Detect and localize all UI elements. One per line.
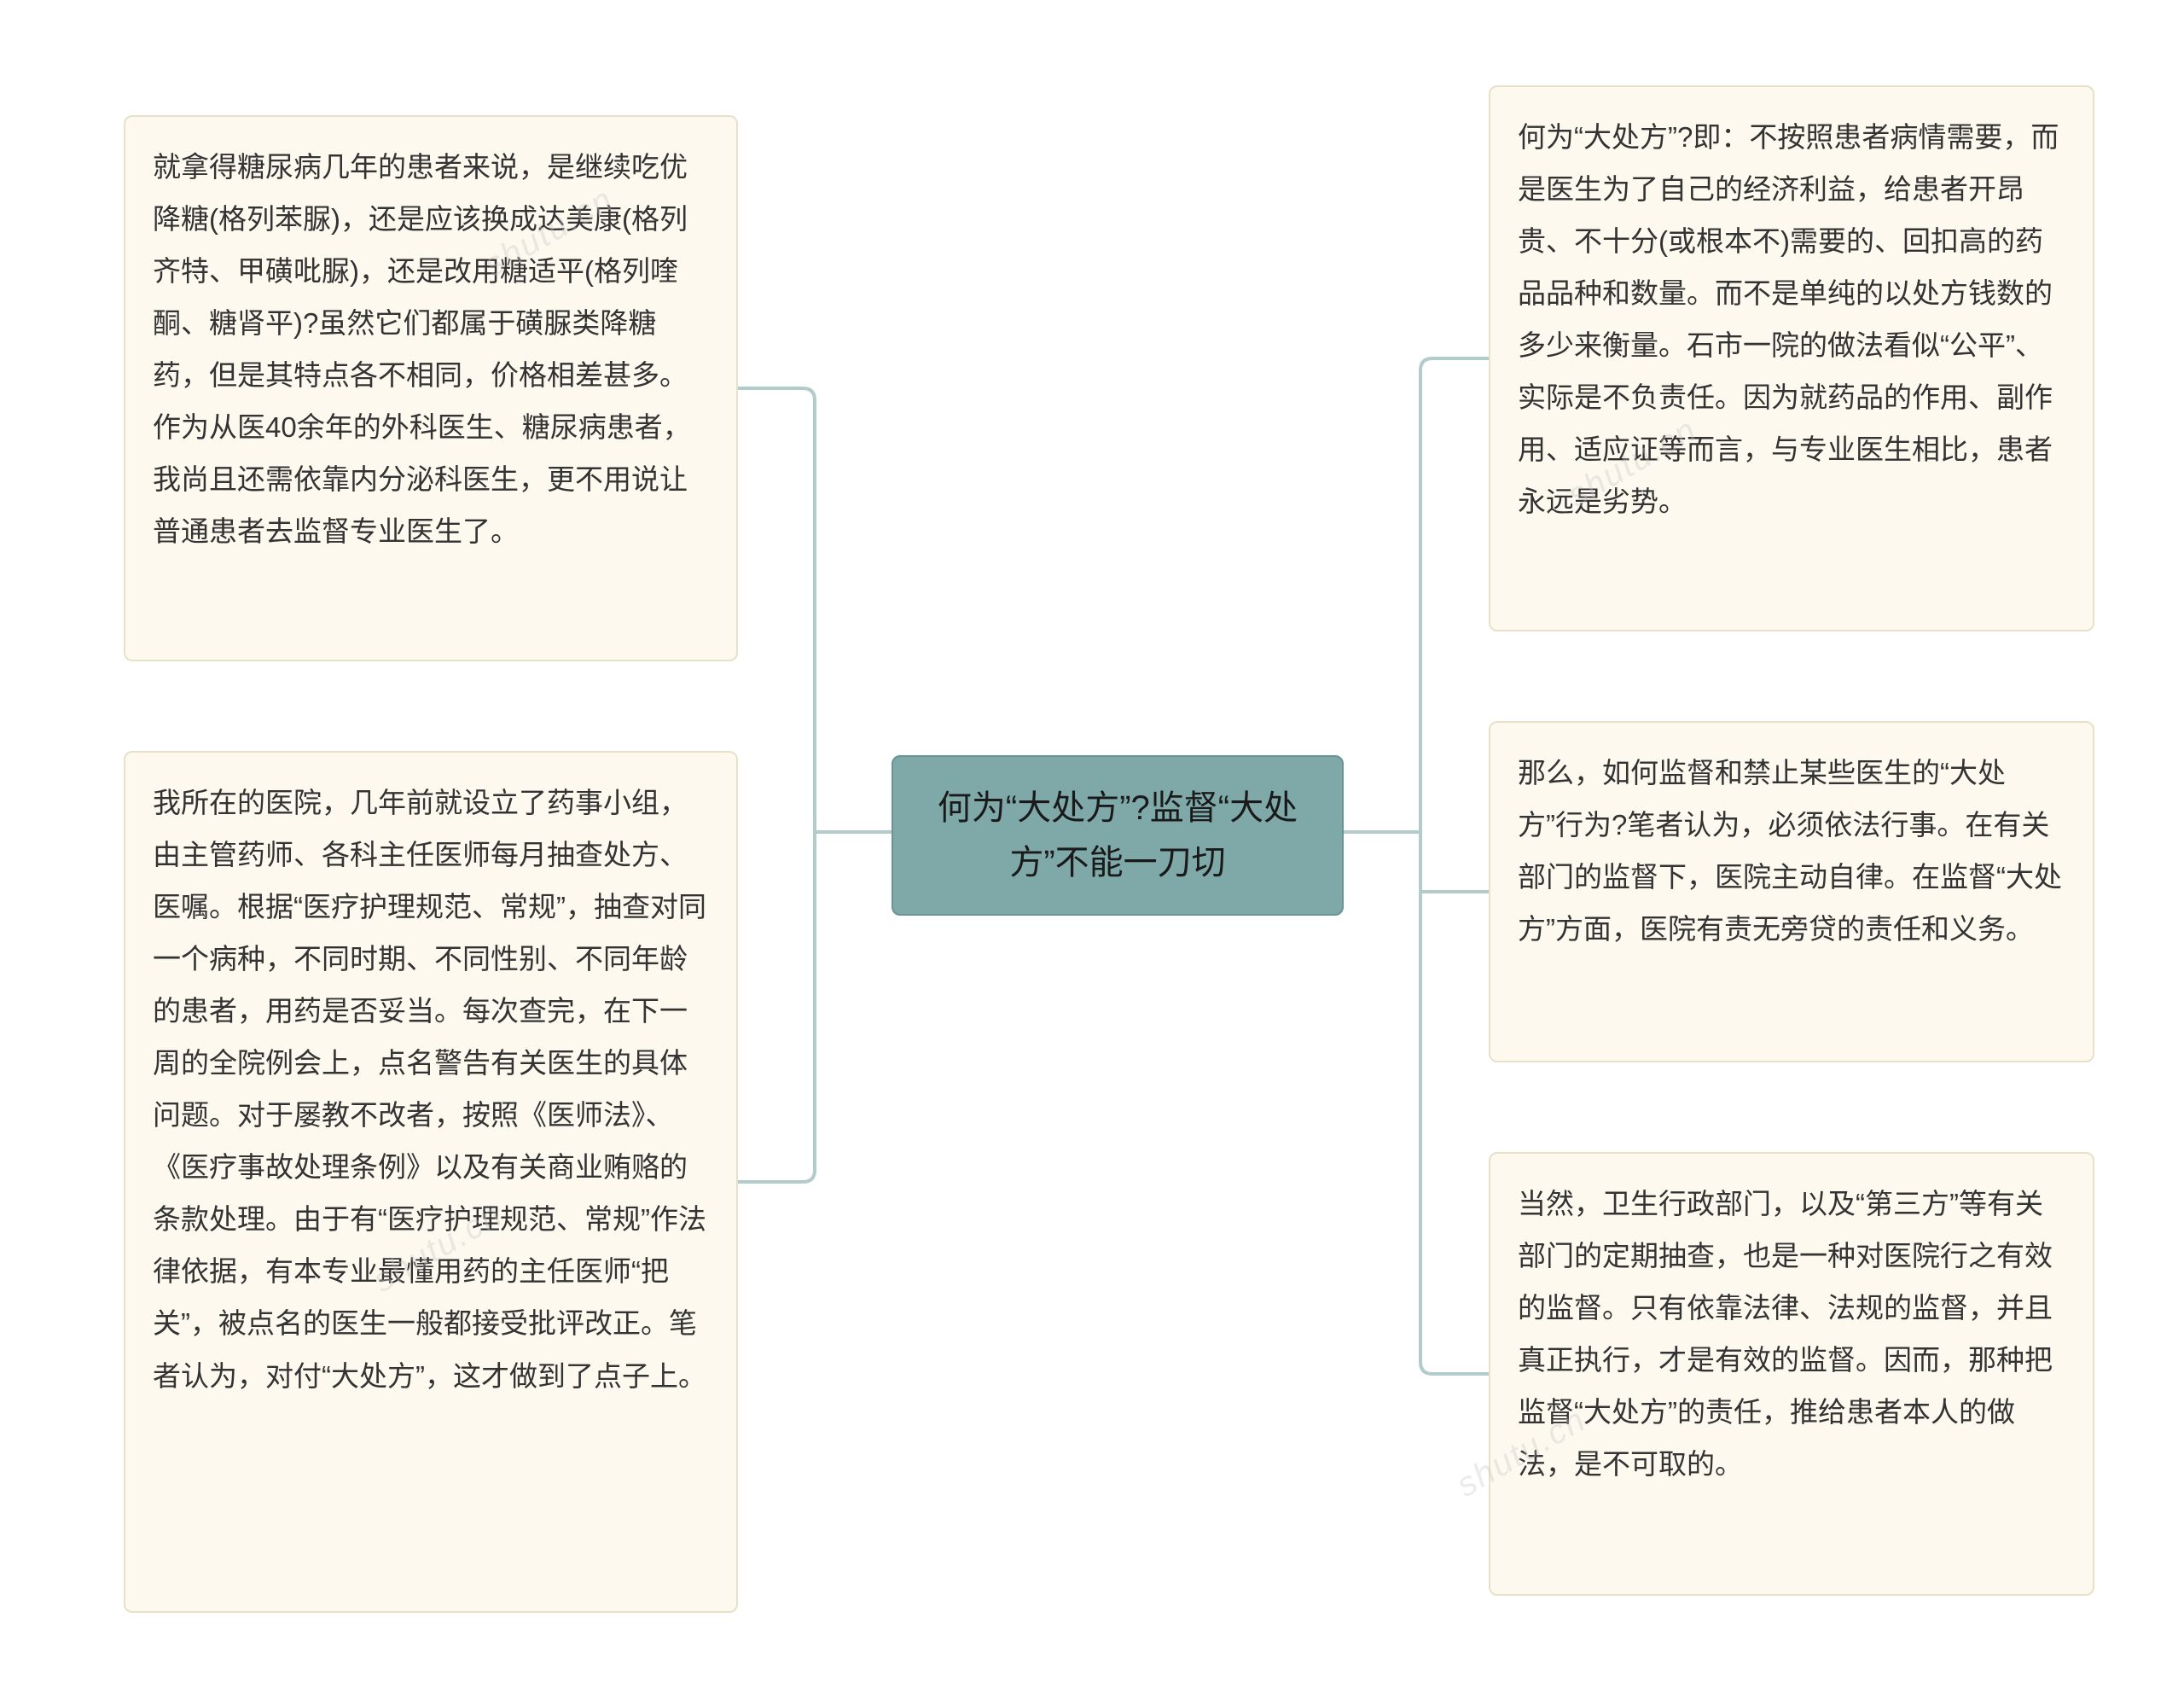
leaf-right-top-text: 何为“大处方”?即：不按照患者病情需要，而是医生为了自己的经济利益，给患者开昂贵… bbox=[1518, 121, 2059, 517]
leaf-left-bottom-text: 我所在的医院，几年前就设立了药事小组，由主管药师、各科主任医师每月抽查处方、医嘱… bbox=[153, 787, 706, 1392]
leaf-right-top: 何为“大处方”?即：不按照患者病情需要，而是医生为了自己的经济利益，给患者开昂贵… bbox=[1489, 85, 2094, 631]
leaf-right-bottom-text: 当然，卫生行政部门，以及“第三方”等有关部门的定期抽查，也是一种对医院行之有效的… bbox=[1518, 1188, 2053, 1480]
leaf-right-middle: 那么，如何监督和禁止某些医生的“大处方”行为?笔者认为，必须依法行事。在有关部门… bbox=[1489, 721, 2094, 1062]
leaf-right-bottom: 当然，卫生行政部门，以及“第三方”等有关部门的定期抽查，也是一种对医院行之有效的… bbox=[1489, 1152, 2094, 1596]
leaf-right-middle-text: 那么，如何监督和禁止某些医生的“大处方”行为?笔者认为，必须依法行事。在有关部门… bbox=[1518, 757, 2062, 945]
leaf-left-top-text: 就拿得糖尿病几年的患者来说，是继续吃优降糖(格列苯脲)，还是应该换成达美康(格列… bbox=[153, 151, 691, 547]
leaf-left-bottom: 我所在的医院，几年前就设立了药事小组，由主管药师、各科主任医师每月抽查处方、医嘱… bbox=[124, 751, 738, 1613]
center-node-text: 何为“大处方”?监督“大处方”不能一刀切 bbox=[921, 781, 1315, 890]
center-node: 何为“大处方”?监督“大处方”不能一刀切 bbox=[892, 755, 1344, 916]
leaf-left-top: 就拿得糖尿病几年的患者来说，是继续吃优降糖(格列苯脲)，还是应该换成达美康(格列… bbox=[124, 115, 738, 661]
